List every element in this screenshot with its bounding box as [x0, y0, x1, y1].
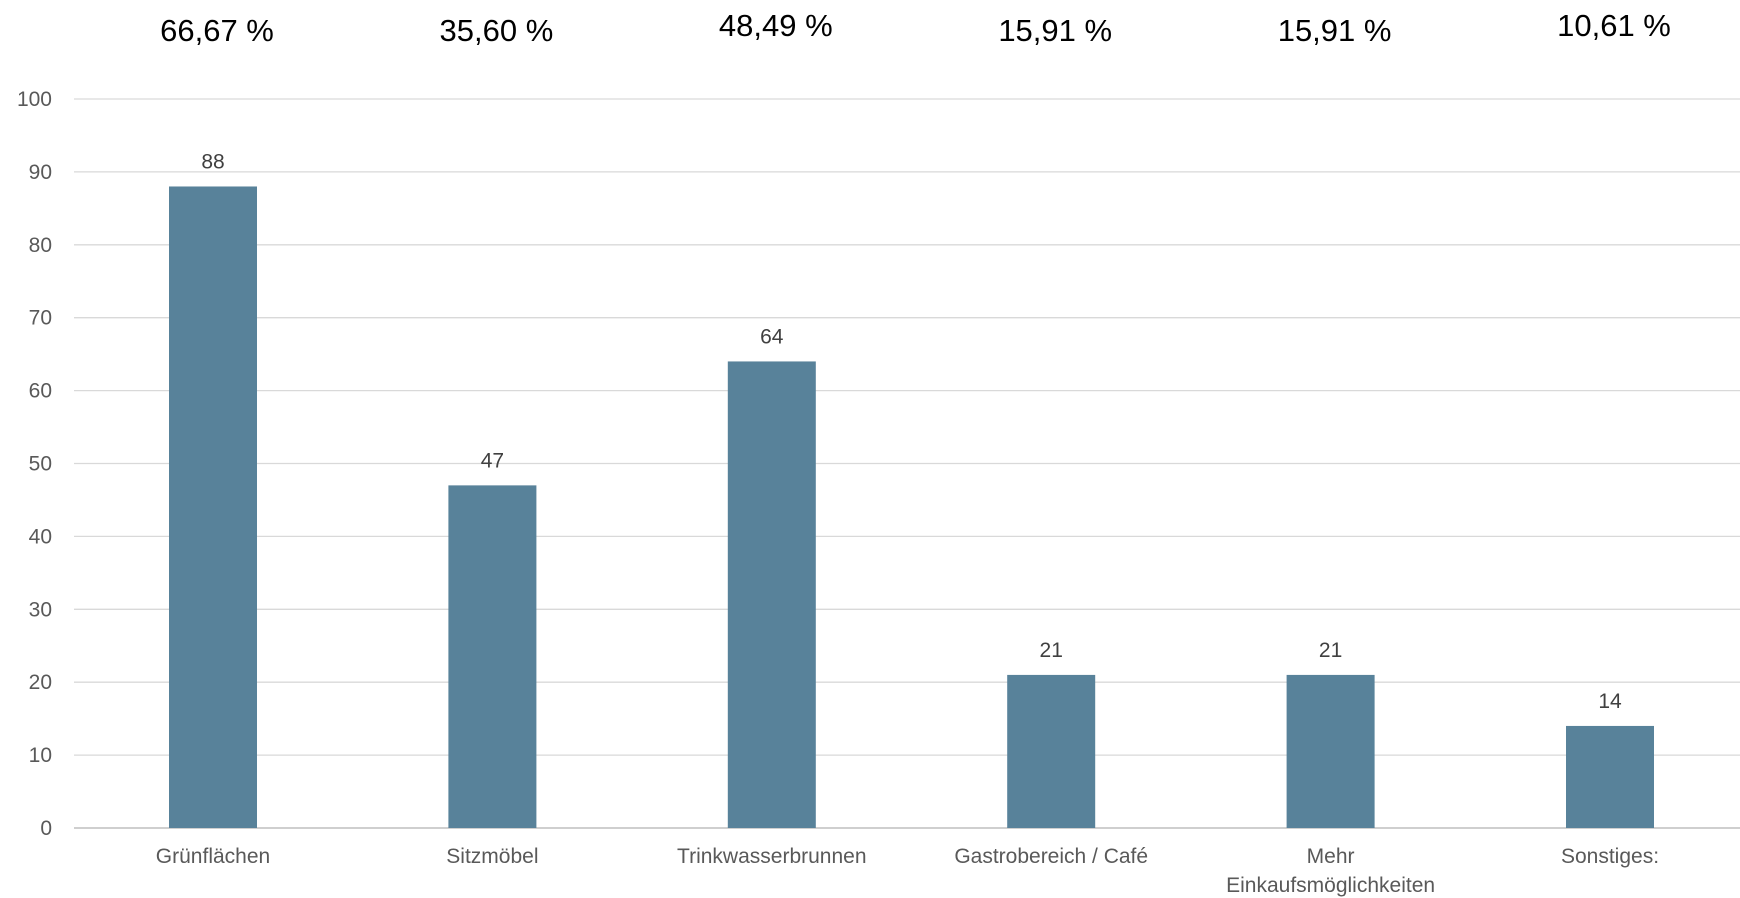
percentage-label: 35,60 % [440, 13, 554, 48]
y-tick-label: 50 [29, 453, 52, 476]
bar [169, 186, 257, 829]
y-tick-label: 60 [29, 380, 52, 403]
percentage-label: 15,91 % [998, 13, 1112, 48]
percentage-label: 48,49 % [719, 8, 833, 43]
data-label: 88 [201, 150, 224, 173]
x-tick-label: Mehr [1307, 845, 1355, 868]
x-tick-label: Trinkwasserbrunnen [677, 845, 866, 868]
percentage-label: 10,61 % [1557, 8, 1671, 43]
bar [448, 485, 537, 828]
y-tick-label: 40 [29, 525, 52, 548]
gridlines [74, 98, 1740, 829]
x-tick-label: Grünflächen [156, 845, 270, 868]
y-axis: 0 10 20 30 40 50 60 70 80 90 100 [17, 88, 52, 840]
bar [1007, 674, 1096, 828]
percentage-label: 15,91 % [1278, 13, 1392, 48]
y-tick-label: 0 [40, 817, 52, 840]
y-tick-label: 90 [29, 161, 52, 184]
bars [169, 186, 1654, 829]
data-label: 14 [1598, 690, 1622, 713]
value-labels: 88 47 64 21 21 14 [201, 150, 1622, 712]
x-axis-labels: Grünflächen Sitzmöbel Trinkwasserbrunnen Ga… [156, 845, 1659, 897]
y-tick-label: 100 [17, 88, 52, 111]
x-tick-label: Gastrobereich / Café [954, 845, 1148, 868]
bar [1286, 674, 1375, 828]
data-label: 64 [760, 325, 784, 348]
y-tick-label: 10 [29, 744, 52, 767]
data-label: 21 [1040, 639, 1063, 662]
y-tick-label: 30 [29, 598, 52, 621]
y-tick-label: 20 [29, 671, 52, 694]
x-tick-label: Sonstiges: [1561, 845, 1659, 868]
percentage-labels: 66,67 % 35,60 % 48,49 % 15,91 % 15,91 % 10,61… [160, 8, 1671, 48]
percentage-label: 66,67 % [160, 13, 274, 48]
data-label: 47 [481, 449, 504, 472]
bar [1566, 725, 1654, 828]
x-tick-label: Einkaufsmöglichkeiten [1226, 874, 1435, 897]
x-tick-label: Sitzmöbel [446, 845, 538, 868]
y-tick-label: 80 [29, 234, 52, 257]
bar [727, 361, 816, 828]
data-label: 21 [1319, 639, 1342, 662]
y-tick-label: 70 [29, 307, 52, 330]
